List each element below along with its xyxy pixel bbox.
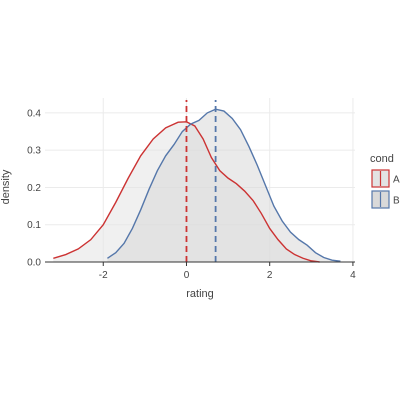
tick-labels: -2 0 2 4 0.0 0.1 0.2 0.3 0.4 [27,108,356,281]
density-area-B [107,109,341,263]
y-tick-label: 0.1 [27,220,41,231]
y-tick-label: 0.3 [27,146,41,157]
density-line-A [53,121,320,263]
x-tick-label: 4 [350,270,356,281]
density-lines [53,108,341,263]
x-tick-label: 0 [184,270,190,281]
legend-label-B: B [393,196,400,207]
mean-lines [185,100,217,262]
legend-label-A: A [393,175,400,186]
y-tick-label: 0.4 [27,108,41,119]
axes [45,261,355,266]
y-tick-label: 0.2 [27,183,41,194]
x-axis-title: rating [186,288,214,300]
legend-title: cond [370,153,394,165]
y-tick-label: 0.0 [27,258,41,269]
x-tick-label: -2 [99,270,108,281]
x-tick-label: 2 [267,270,273,281]
legend: cond AB [370,153,400,209]
density-line-B [107,108,341,262]
y-axis-title: density [0,169,12,204]
